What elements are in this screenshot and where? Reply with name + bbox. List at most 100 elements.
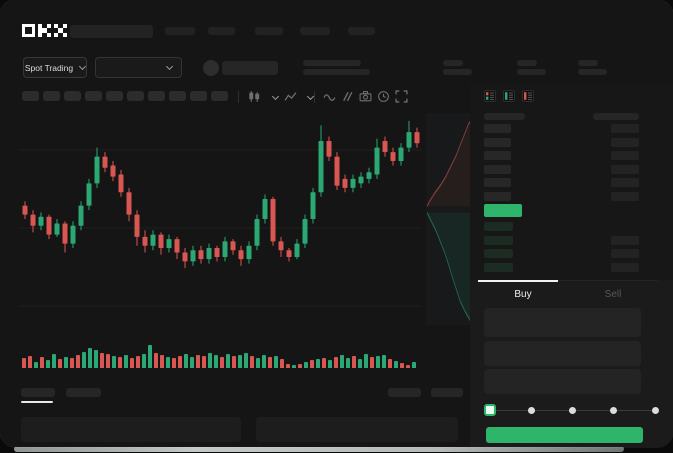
last-price-skeleton [303, 60, 361, 66]
nav-item-skeleton[interactable] [255, 27, 283, 35]
volume-bar [346, 358, 350, 368]
candlestick [158, 234, 164, 249]
chevron-down-icon[interactable] [271, 92, 280, 101]
screenshot-camera-icon[interactable] [359, 90, 372, 103]
timeframe-button-skeleton[interactable] [43, 91, 60, 101]
volume-bar [244, 353, 248, 368]
tab-buy[interactable]: Buy [478, 280, 568, 308]
order-book-ask-row[interactable] [478, 178, 658, 187]
toolbar-divider [314, 91, 315, 103]
volume-bar [46, 360, 50, 368]
book-view-combined-icon[interactable] [484, 90, 496, 102]
total-input[interactable] [484, 369, 641, 394]
candlestick [102, 156, 108, 168]
order-book-view-toggles [484, 90, 534, 102]
slider-stop-dot[interactable] [527, 407, 535, 414]
candlestick-chart[interactable] [20, 112, 422, 335]
tab-sell[interactable]: Sell [604, 289, 622, 300]
search-input[interactable] [70, 25, 153, 38]
candlestick [278, 241, 284, 251]
nav-item-skeleton[interactable] [208, 27, 235, 35]
timeframe-button-skeleton[interactable] [190, 91, 207, 101]
buy-submit-button[interactable] [486, 427, 643, 443]
panel-action-button[interactable] [388, 388, 421, 397]
book-col-amount-header [593, 113, 639, 120]
candlestick [390, 152, 396, 162]
order-book-ask-row[interactable] [478, 164, 658, 174]
fullscreen-icon[interactable] [395, 90, 408, 103]
volume-bar [286, 364, 290, 368]
candlestick [294, 243, 300, 257]
coin-icon [203, 60, 219, 76]
timeframe-button-skeleton[interactable] [127, 91, 144, 101]
timeframe-button-skeleton[interactable] [106, 91, 123, 101]
logo-glyph-O [22, 24, 35, 37]
nav-item-skeleton[interactable] [300, 27, 330, 35]
candlestick [318, 140, 324, 193]
order-book-ask-row[interactable] [478, 124, 658, 133]
volume-bar [358, 359, 362, 368]
candlestick [62, 223, 68, 244]
candlestick [22, 205, 28, 215]
slider-stop-dot[interactable] [610, 407, 618, 414]
book-col-price-header [484, 113, 525, 120]
price-input[interactable] [484, 308, 641, 337]
candlestick [286, 250, 292, 257]
volume-bar [124, 355, 128, 368]
amount-skeleton [611, 262, 639, 272]
volume-bar [76, 355, 80, 368]
stat-value-skeleton [517, 68, 546, 75]
candlestick [38, 216, 44, 226]
line-style-icon[interactable] [323, 90, 336, 103]
order-book-ask-row[interactable] [478, 137, 658, 147]
alerts-clock-icon[interactable] [377, 90, 390, 103]
amount-slider-handle[interactable] [484, 404, 496, 416]
candlestick [110, 165, 116, 177]
candlestick [142, 236, 148, 246]
price-skeleton [484, 222, 513, 231]
indicators-icon[interactable] [284, 90, 297, 103]
price-change-skeleton [303, 68, 370, 75]
orders-tab[interactable] [21, 388, 55, 397]
order-book-bid-row[interactable] [478, 262, 658, 272]
panel-action-button[interactable] [431, 388, 463, 397]
candlestick [302, 219, 308, 244]
volume-bar [268, 357, 272, 368]
slider-stop-dot[interactable] [651, 407, 659, 414]
pair-selector-dropdown[interactable] [95, 57, 182, 78]
volume-bar [214, 355, 218, 368]
timeframe-button-skeleton[interactable] [211, 91, 228, 101]
candlestick [246, 245, 252, 260]
timeframe-button-skeleton[interactable] [169, 91, 186, 101]
order-book-ask-row[interactable] [478, 151, 658, 160]
book-view-bids-icon[interactable] [503, 90, 515, 102]
drawings-icon[interactable] [341, 90, 354, 103]
timeframe-button-skeleton[interactable] [64, 91, 81, 101]
history-tab[interactable] [66, 388, 101, 397]
timeframe-button-skeleton[interactable] [85, 91, 102, 101]
order-book-ask-row[interactable] [478, 191, 658, 201]
order-book-bid-row[interactable] [478, 249, 658, 258]
chevron-down-icon [79, 62, 87, 71]
nav-item-skeleton[interactable] [348, 27, 375, 35]
volume-bar [94, 350, 98, 368]
volume-bar [226, 354, 230, 368]
amount-input[interactable] [484, 341, 641, 366]
candle-type-icon[interactable] [248, 90, 261, 103]
timeframe-button-skeleton[interactable] [22, 91, 39, 101]
book-view-asks-icon[interactable] [522, 90, 534, 102]
nav-item-skeleton[interactable] [165, 27, 195, 35]
order-book-bid-row[interactable] [478, 235, 658, 245]
last-price-highlight[interactable] [484, 204, 522, 217]
order-book-bid-row[interactable] [478, 222, 658, 231]
volume-bar [172, 358, 176, 368]
candlestick [150, 234, 156, 246]
volume-bar [406, 365, 410, 368]
slider-stop-dot[interactable] [569, 407, 576, 414]
timeframe-button-skeleton[interactable] [148, 91, 165, 101]
chevron-down-icon[interactable] [306, 92, 315, 101]
depth-chart[interactable] [426, 113, 478, 325]
okx-logo[interactable]: OKX [22, 24, 67, 37]
market-type-dropdown[interactable]: Spot Trading [23, 57, 87, 78]
